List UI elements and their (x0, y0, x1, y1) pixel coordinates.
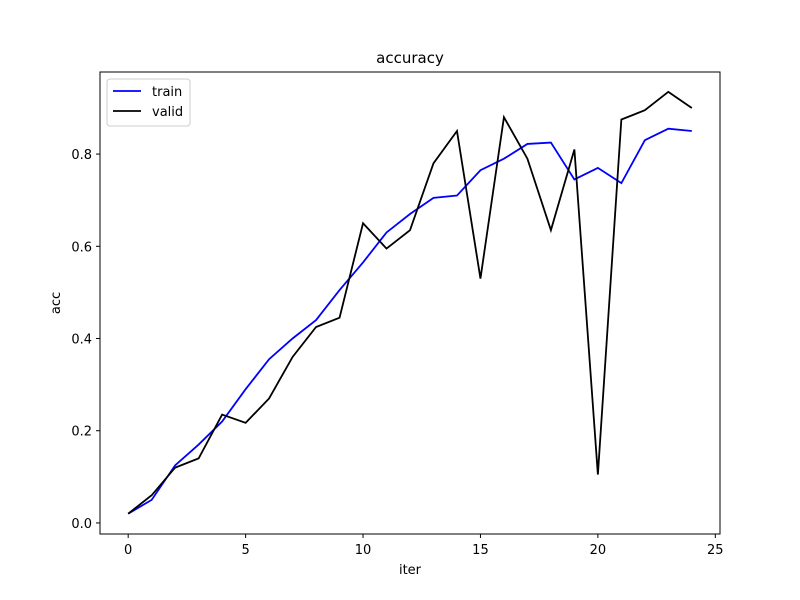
y-tick-label: 0.4 (71, 333, 92, 348)
series-line-valid (127, 90, 693, 515)
legend-label-train: train (152, 85, 182, 100)
series-line-train (127, 127, 692, 515)
y-tick-label: 0.2 (71, 425, 92, 440)
y-axis-label: acc (49, 292, 64, 314)
plot-area (127, 90, 693, 515)
x-tick-label: 0 (124, 543, 132, 558)
x-axis-label: iter (399, 563, 422, 578)
x-tick-label: 10 (355, 543, 372, 558)
x-tick-label: 20 (590, 543, 607, 558)
y-axis-ticks: 0.0 0.2 0.4 0.6 0.8 (71, 148, 100, 532)
y-tick-label: 0.0 (71, 517, 92, 532)
x-tick-label: 5 (241, 543, 249, 558)
x-axis-ticks: 0 5 10 15 20 25 (124, 534, 724, 558)
x-tick-label: 25 (707, 543, 724, 558)
plot-frame (99, 71, 721, 535)
y-tick-label: 0.6 (71, 240, 92, 255)
x-tick-label: 15 (472, 543, 489, 558)
y-tick-label: 0.8 (71, 148, 92, 163)
legend-label-valid: valid (152, 105, 183, 120)
chart-title: accuracy (376, 49, 444, 67)
legend: train valid (106, 78, 191, 127)
